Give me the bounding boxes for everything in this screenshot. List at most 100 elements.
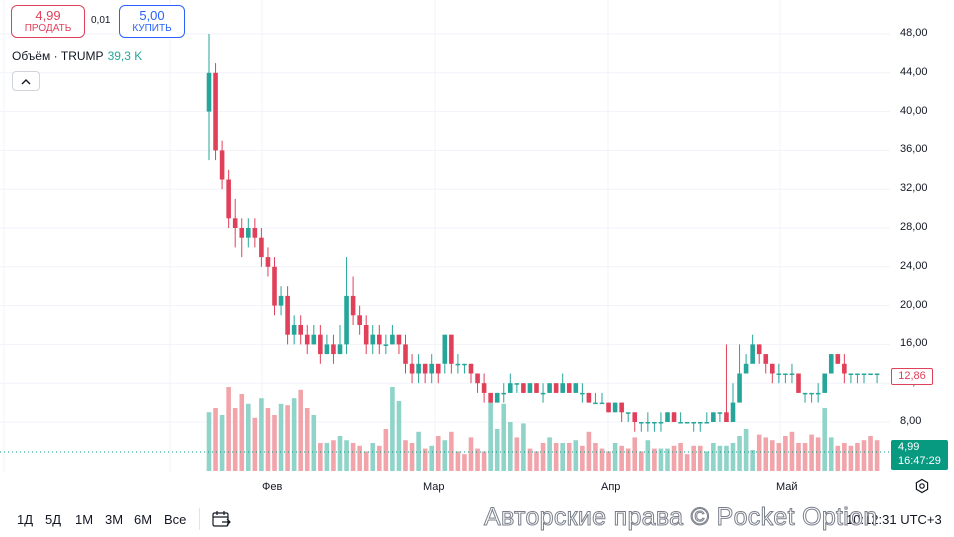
volume-bar — [815, 437, 821, 471]
candle-body — [606, 402, 611, 413]
volume-bar — [508, 422, 513, 471]
volume-bar — [763, 437, 769, 471]
candle-body — [324, 344, 330, 355]
volume-bar — [861, 440, 867, 471]
candle-body — [750, 344, 755, 364]
volume-bar — [868, 436, 873, 471]
candle-body — [377, 334, 382, 345]
volume-bar — [396, 401, 402, 471]
candle-body — [802, 392, 808, 395]
buy-button[interactable]: 5,00 КУПИТЬ — [119, 5, 185, 38]
candle-body — [809, 392, 814, 395]
volume-bar — [632, 437, 638, 471]
candlestick-chart[interactable] — [0, 0, 890, 472]
candle-body — [370, 334, 376, 345]
candle-body — [619, 402, 624, 413]
volume-bar — [724, 445, 729, 471]
volume-bar — [828, 437, 834, 471]
candle-body — [304, 334, 310, 345]
candle-body — [318, 334, 323, 355]
volume-bar — [449, 431, 454, 471]
candle-body — [586, 392, 592, 403]
volume-bar — [658, 448, 664, 471]
candle-body — [508, 383, 513, 393]
price-tick: 48,00 — [900, 27, 928, 39]
candle-body — [665, 412, 670, 422]
candle-body — [285, 295, 290, 335]
volume-bar — [586, 431, 592, 471]
volume-bar — [350, 443, 356, 471]
volume-bar — [291, 398, 297, 471]
calendar-icon[interactable] — [211, 510, 231, 528]
sell-price: 4,99 — [35, 7, 61, 23]
volume-bar — [783, 436, 788, 471]
range-3m-button[interactable]: 3М — [105, 512, 124, 527]
candle-body — [658, 422, 664, 424]
volume-bar — [265, 408, 271, 471]
clock[interactable]: 10:12:31 UTC+3 — [846, 512, 942, 527]
candle-body — [396, 334, 402, 345]
range-5d-button[interactable]: 5Д — [45, 512, 62, 527]
volume-bar — [842, 443, 847, 471]
countdown-timer: 16:47:29 — [898, 455, 941, 467]
sell-button[interactable]: 4,99 ПРОДАТЬ — [11, 5, 85, 38]
candle-body — [796, 373, 801, 393]
candle-body — [789, 373, 795, 375]
volume-bar — [370, 443, 376, 471]
candle-body — [527, 383, 533, 393]
volume-bar — [442, 440, 448, 471]
volume-bar — [390, 387, 395, 471]
candle-body — [455, 363, 461, 366]
range-all-button[interactable]: Все — [164, 512, 187, 527]
collapse-legend-button[interactable] — [12, 71, 40, 91]
candle-body — [416, 363, 421, 374]
volume-bar — [756, 434, 762, 471]
volume-bar — [416, 431, 421, 471]
volume-bar — [711, 443, 716, 471]
candle-body — [652, 422, 657, 424]
candle-body — [868, 373, 873, 375]
chart-area[interactable] — [0, 0, 890, 472]
candle-body — [344, 295, 349, 345]
candle-body — [534, 383, 539, 393]
candle-body — [246, 228, 251, 238]
candle-body — [730, 402, 736, 422]
volume-bar — [363, 451, 369, 471]
volume-bar — [796, 443, 801, 471]
volume-bar — [606, 451, 611, 471]
candle-body — [488, 392, 493, 403]
range-6m-button[interactable]: 6М — [134, 512, 153, 527]
range-1d-button[interactable]: 1Д — [17, 512, 34, 527]
candle-body — [855, 373, 860, 375]
candle-body — [573, 383, 579, 393]
volume-bar — [691, 445, 696, 471]
volume-bar — [311, 415, 317, 471]
gear-icon[interactable] — [914, 478, 930, 494]
volume-bar — [285, 405, 290, 471]
candle-body — [272, 266, 277, 306]
candle-body — [835, 354, 841, 364]
volume-bar — [344, 440, 349, 471]
volume-bar — [337, 436, 343, 471]
volume-bar — [501, 403, 507, 471]
candle-body — [363, 325, 369, 345]
time-tick: Май — [776, 481, 798, 493]
candle-body — [593, 402, 598, 405]
candle-body — [232, 218, 238, 228]
candle-body — [756, 344, 762, 355]
candle-body — [743, 363, 749, 374]
time-axis[interactable]: Фев Мар Апр Май — [0, 472, 890, 500]
volume-bar — [697, 445, 703, 471]
range-1m-button[interactable]: 1М — [75, 512, 94, 527]
price-axis[interactable]: 48,00 44,00 40,00 36,00 32,00 28,00 24,00 20,00… — [890, 0, 954, 472]
candle-body — [298, 325, 303, 335]
candle-body — [429, 363, 434, 374]
candle-body — [671, 412, 677, 422]
candle-body — [612, 402, 618, 413]
candle-body — [514, 383, 520, 385]
volume-bar — [678, 443, 683, 471]
candle-body — [599, 402, 605, 405]
current-price-label: 4,99 16:47:29 — [891, 440, 948, 470]
candle-body — [770, 363, 775, 374]
candle-body — [481, 383, 487, 393]
